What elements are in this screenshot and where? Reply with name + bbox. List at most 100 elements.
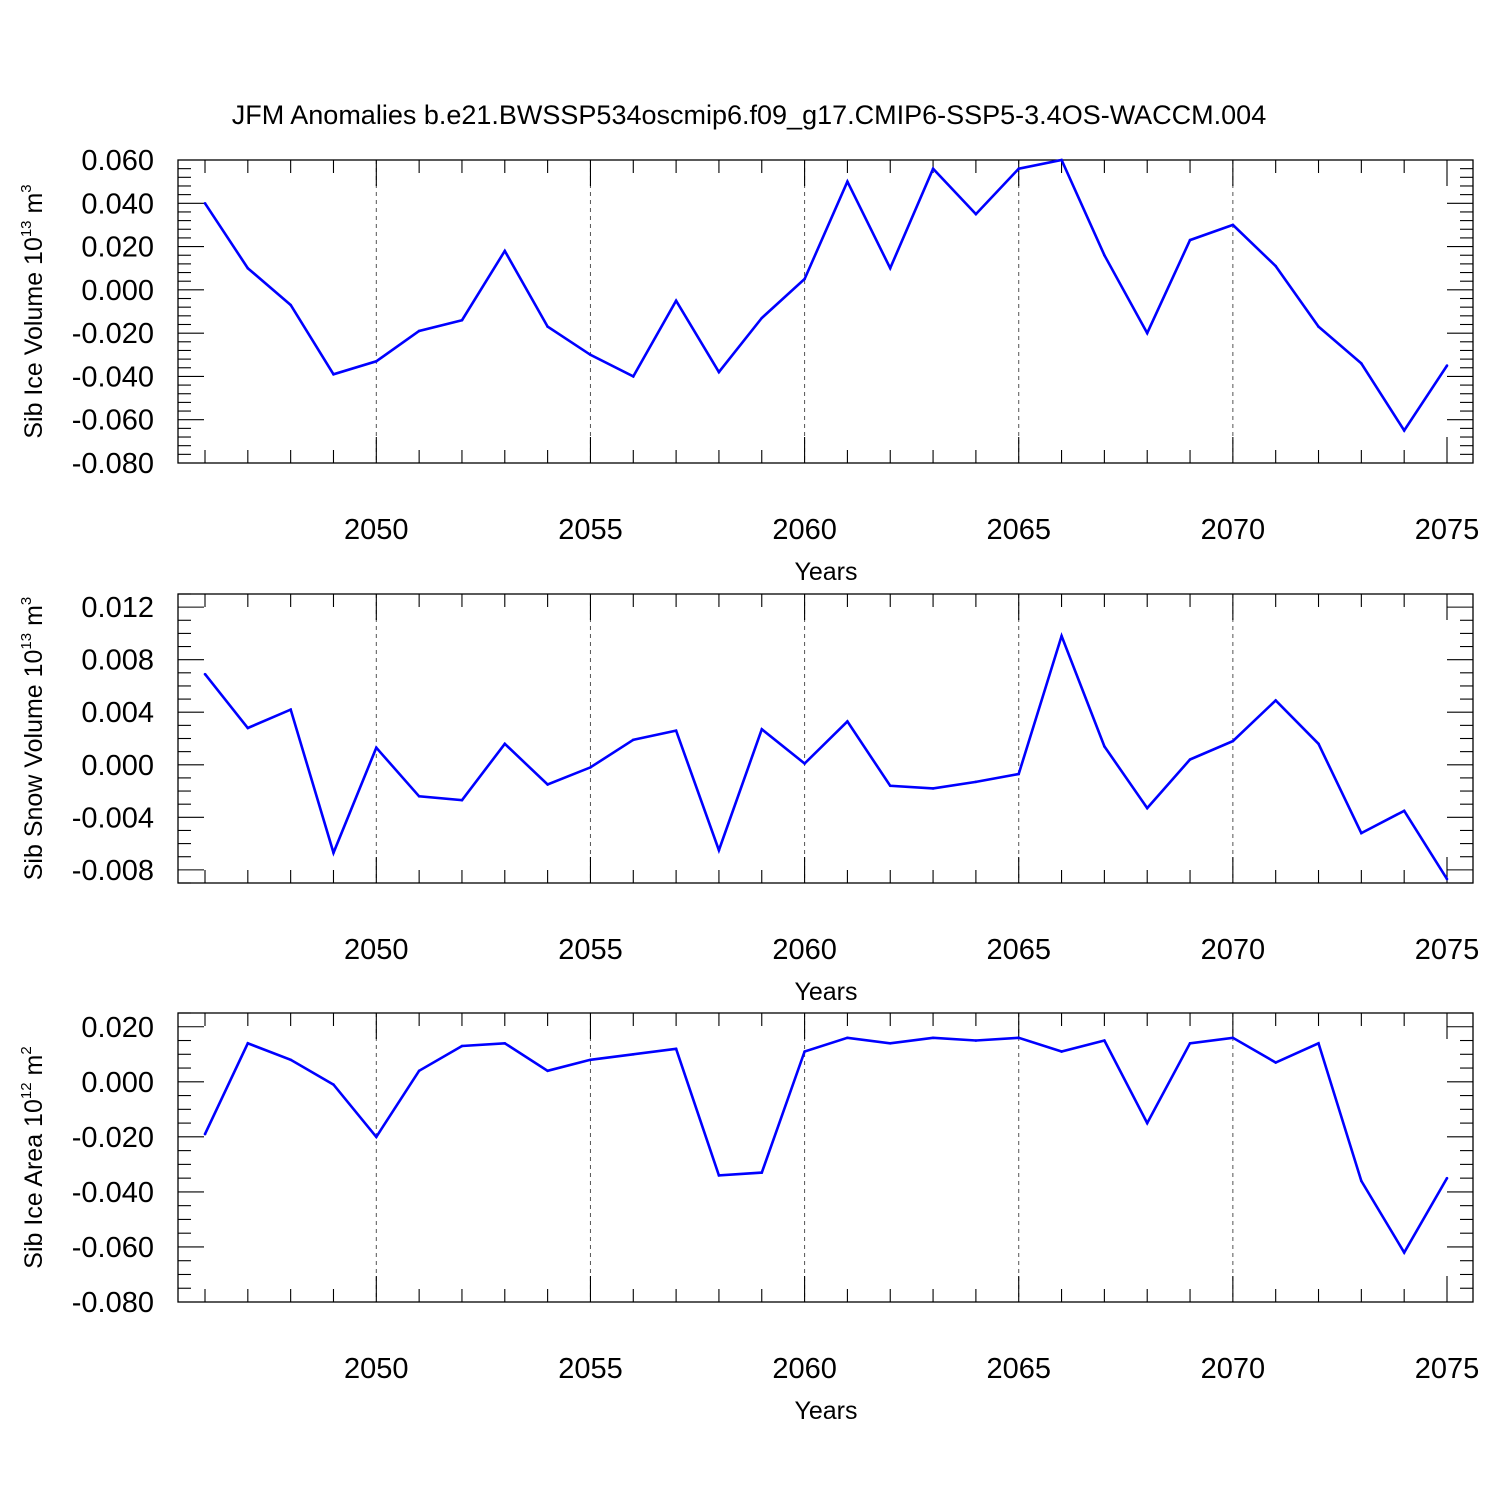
- y-axis-label-exponent: 3: [18, 184, 35, 192]
- data-point: [760, 728, 764, 731]
- data-point: [1145, 331, 1149, 335]
- data-point: [1274, 1061, 1277, 1064]
- y-tick-label: -0.020: [72, 318, 154, 350]
- y-axis-label-part: Sib Ice Volume 10: [20, 237, 48, 439]
- data-point: [717, 1174, 721, 1177]
- data-point: [1445, 877, 1449, 881]
- data-point: [1017, 167, 1021, 170]
- plot-frame: [177, 1012, 1474, 1303]
- data-point: [589, 353, 592, 357]
- data-point: [760, 1171, 764, 1174]
- y-tick-label: 0.000: [81, 1067, 154, 1099]
- y-axis-label-exponent: 3: [18, 597, 35, 605]
- data-point: [974, 212, 978, 216]
- data-point: [803, 277, 806, 281]
- x-tick-label: 2050: [344, 1353, 409, 1385]
- y-axis-label-part: Sib Ice Area 10: [20, 1099, 48, 1269]
- chart-panel-3: 0.020 0.000 -0.020 -0.040 -0.060 -0.080 2050 20…: [18, 1012, 1479, 1425]
- data-point: [803, 762, 806, 765]
- y-axis-label-exponent: 2: [18, 1046, 35, 1054]
- data-point: [1060, 158, 1063, 162]
- data-point: [1360, 362, 1363, 365]
- data-point: [417, 329, 421, 333]
- data-point: [289, 1058, 292, 1062]
- y-tick-label: 0.000: [81, 750, 154, 782]
- data-point: [931, 787, 935, 790]
- data-point: [1103, 253, 1106, 257]
- data-point: [1188, 1041, 1192, 1045]
- x-tick-label: 2055: [558, 1353, 623, 1385]
- series-line: [203, 158, 1449, 433]
- y-tick-label: 0.008: [81, 645, 154, 677]
- chart-panel-2: 0.012 0.008 0.004 0.000 -0.004 -0.008 2050 2055…: [18, 592, 1479, 1006]
- y-axis-label-part: m: [20, 193, 48, 221]
- data-point: [803, 1050, 806, 1053]
- data-point: [203, 672, 207, 676]
- data-point: [931, 1036, 935, 1040]
- y-tick-label: 0.004: [81, 697, 154, 729]
- data-point: [1103, 745, 1106, 748]
- y-tick-label: 0.012: [81, 592, 154, 624]
- data-point: [246, 266, 250, 270]
- data-point: [503, 1041, 507, 1045]
- data-point: [974, 1039, 978, 1042]
- data-point: [631, 738, 635, 742]
- data-point: [1231, 223, 1235, 227]
- data-point: [1402, 429, 1406, 432]
- y-tick-label: -0.060: [72, 405, 154, 437]
- data-point: [888, 266, 892, 270]
- data-point: [460, 318, 464, 322]
- y-tick-label: 0.060: [81, 145, 154, 177]
- x-axis-label: Years: [794, 1397, 857, 1425]
- data-point: [631, 1052, 635, 1056]
- data-point: [332, 851, 335, 855]
- data-point: [589, 766, 592, 769]
- y-axis-label-exponent: 13: [18, 220, 35, 237]
- data-point: [846, 180, 849, 183]
- chart-panel-1: 0.060 0.040 0.020 0.000 -0.020 -0.040 -0.060 -0…: [18, 145, 1479, 586]
- x-tick-label: 2050: [344, 934, 409, 966]
- data-point: [503, 249, 507, 253]
- x-tick-label: 2055: [558, 934, 623, 966]
- x-tick-label: 2070: [1201, 934, 1266, 966]
- data-point: [332, 1083, 335, 1086]
- panels: 0.060 0.040 0.020 0.000 -0.020 -0.040 -0.060 -0…: [18, 145, 1479, 1425]
- data-point: [888, 784, 892, 788]
- data-point: [1060, 634, 1063, 638]
- x-tick-label: 2075: [1415, 934, 1480, 966]
- data-point: [674, 1047, 678, 1051]
- x-tick-label: 2060: [772, 514, 837, 546]
- y-axis-label-part: Sib Snow Volume 10: [20, 650, 48, 881]
- x-tick-label: 2075: [1415, 1353, 1480, 1385]
- data-point: [375, 746, 378, 749]
- y-axis-label: Sib Ice Area 1012 m2: [18, 1046, 48, 1268]
- data-point: [931, 167, 935, 170]
- data-point: [332, 372, 335, 376]
- data-point: [546, 783, 549, 786]
- x-tick-label: 2065: [986, 1353, 1051, 1385]
- y-tick-label: -0.020: [72, 1122, 154, 1154]
- data-point: [289, 303, 292, 307]
- data-point: [1317, 325, 1320, 328]
- y-axis-label-part: m: [20, 1055, 48, 1083]
- data-point: [1145, 1121, 1149, 1125]
- data-point: [631, 375, 635, 378]
- data-point: [674, 729, 678, 732]
- x-tick-label: 2070: [1201, 514, 1266, 546]
- data-point: [1360, 831, 1363, 835]
- x-axis-label: Years: [794, 558, 857, 586]
- data-point: [846, 720, 849, 723]
- x-tick-label: 2050: [344, 514, 409, 546]
- plot-frame: [177, 593, 1474, 884]
- y-axis-label-part: m: [20, 605, 48, 633]
- data-point: [1317, 742, 1320, 746]
- x-tick-label: 2065: [986, 514, 1051, 546]
- y-axis-label: Sib Snow Volume 1013 m3: [18, 597, 48, 881]
- data-point: [546, 1069, 549, 1073]
- data-point: [1103, 1039, 1106, 1042]
- data-point: [1017, 1036, 1021, 1040]
- data-point: [1145, 806, 1149, 810]
- y-tick-label: 0.040: [81, 188, 154, 220]
- data-point: [375, 359, 378, 363]
